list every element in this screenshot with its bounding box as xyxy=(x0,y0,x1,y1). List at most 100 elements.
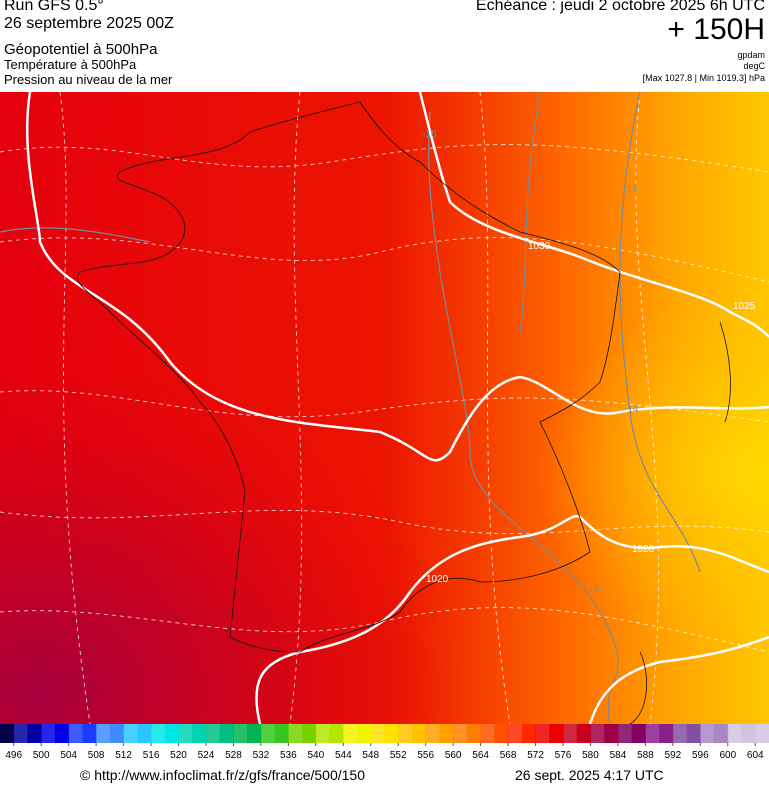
colorbar-swatch xyxy=(480,724,495,743)
colorbar-swatch xyxy=(260,724,276,743)
colorbar-swatch xyxy=(672,724,688,743)
colorbar-swatch xyxy=(535,724,550,743)
colorbar-swatch xyxy=(205,724,221,743)
colorbar-label: 604 xyxy=(747,750,764,761)
colorbar-swatch xyxy=(329,724,344,743)
colorbar-label: 536 xyxy=(280,750,297,761)
colorbar-swatch xyxy=(411,724,427,743)
colorbar-swatch xyxy=(755,724,769,743)
colorbar-swatch xyxy=(0,724,15,743)
colorbar-label: 544 xyxy=(335,750,352,761)
colorbar-swatch xyxy=(151,724,166,743)
colorbar-swatch xyxy=(384,724,399,743)
colorbar-swatch xyxy=(41,724,56,743)
colorbar-swatch xyxy=(425,724,440,743)
colorbar-label: 592 xyxy=(665,750,682,761)
unit: degC xyxy=(743,61,765,71)
contour-label: 1020 xyxy=(632,544,655,555)
colorbar-swatch xyxy=(315,724,331,743)
colorbar-label: 584 xyxy=(610,750,627,761)
colorbar-swatch xyxy=(453,724,468,743)
colorbar-swatch xyxy=(96,724,111,743)
colorbar-swatch xyxy=(521,724,537,743)
colorbar-swatch xyxy=(604,724,619,743)
colorbar-swatch xyxy=(370,724,385,743)
colorbar-label: 548 xyxy=(362,750,379,761)
colorbar-label: 572 xyxy=(527,750,544,761)
colorbar-swatch xyxy=(741,724,756,743)
colorbar-label: 564 xyxy=(472,750,489,761)
run-date: 26 septembre 2025 00Z xyxy=(4,15,174,32)
unit: gpdam xyxy=(737,50,765,60)
colorbar-swatch xyxy=(714,724,729,743)
colorbar: 496 500 504 508 512 516 520 524 528 532 536 540 544 5… xyxy=(0,724,769,761)
colorbar-swatch xyxy=(645,724,660,743)
colorbar-label: 552 xyxy=(390,750,407,761)
colorbar-label: 500 xyxy=(33,750,50,761)
contour-label: -16 xyxy=(585,584,600,595)
colorbar-swatch xyxy=(288,724,303,743)
lead-time: + 150H xyxy=(667,13,765,46)
colorbar-swatch xyxy=(617,724,633,743)
colorbar-label: 504 xyxy=(60,750,77,761)
colorbar-label: 540 xyxy=(307,750,324,761)
colorbar-label: 512 xyxy=(115,750,132,761)
colorbar-label: 568 xyxy=(500,750,517,761)
colorbar-swatch xyxy=(466,724,482,743)
date: 26 sept. 2025 4:17 UTC xyxy=(515,767,664,783)
colorbar-swatch xyxy=(274,724,289,743)
colorbar-swatch xyxy=(123,724,138,743)
colorbar-swatch xyxy=(109,724,125,743)
colorbar-swatch xyxy=(508,724,523,743)
colorbar-swatch xyxy=(192,724,207,743)
contour-label: -14 xyxy=(623,184,638,195)
valid-time: Echéance : jeudi 2 octobre 2025 6h UTC xyxy=(475,0,765,14)
colorbar-swatch xyxy=(343,724,358,743)
colorbar-label: 520 xyxy=(170,750,187,761)
contour-label: 1020 xyxy=(426,574,449,585)
colorbar-swatch xyxy=(219,724,234,743)
colorbar-swatch xyxy=(164,724,180,743)
colorbar-label: 532 xyxy=(253,750,270,761)
colorbar-swatch xyxy=(439,724,454,743)
colorbar-label: 524 xyxy=(198,750,215,761)
colorbar-label: 560 xyxy=(445,750,462,761)
colorbar-swatch xyxy=(686,724,701,743)
colorbar-swatch xyxy=(27,724,42,743)
field: Pression au niveau de la mer xyxy=(4,72,173,87)
colorbar-label: 528 xyxy=(225,750,242,761)
colorbar-swatch xyxy=(727,724,743,743)
colorbar-swatch xyxy=(233,724,248,743)
map: 1030 1025 1020 1020 -16 -14 -14 -16 xyxy=(0,92,769,724)
colorbar-label: 576 xyxy=(555,750,572,761)
colorbar-swatch xyxy=(13,724,28,743)
colorbar-swatch xyxy=(590,724,605,743)
colorbar-swatch xyxy=(178,724,193,743)
colorbar-swatch xyxy=(54,724,70,743)
colorbar-swatch xyxy=(631,724,646,743)
colorbar-label: 596 xyxy=(692,750,709,761)
colorbar-label: 556 xyxy=(417,750,434,761)
colorbar-swatch xyxy=(494,724,509,743)
colorbar-swatch xyxy=(398,724,413,743)
contour-label: 1030 xyxy=(528,241,551,252)
colorbar-label: 600 xyxy=(719,750,736,761)
colorbar-swatch xyxy=(700,724,715,743)
colorbar-label: 496 xyxy=(5,750,22,761)
run: Run GFS 0.5° xyxy=(4,0,104,14)
colorbar-swatch xyxy=(563,724,578,743)
temperature-contours xyxy=(0,92,769,724)
coastline xyxy=(77,101,731,724)
colorbar-label: 516 xyxy=(143,750,160,761)
field: Géopotentiel à 500hPa xyxy=(4,41,158,58)
colorbar-swatch xyxy=(247,724,262,743)
colorbar-swatch xyxy=(659,724,674,743)
source: © http://www.infoclimat.fr/z/gfs/france/… xyxy=(80,767,365,783)
colorbar-swatch xyxy=(302,724,317,743)
range: [Max 1027.8 | Min 1019.3] hPa xyxy=(642,73,765,83)
contour-labels: 1030 1025 1020 1020 -16 -14 -14 -16 xyxy=(422,129,756,595)
field: Température à 500hPa xyxy=(4,57,137,72)
colorbar-swatch xyxy=(357,724,372,743)
colorbar-label: 508 xyxy=(88,750,105,761)
